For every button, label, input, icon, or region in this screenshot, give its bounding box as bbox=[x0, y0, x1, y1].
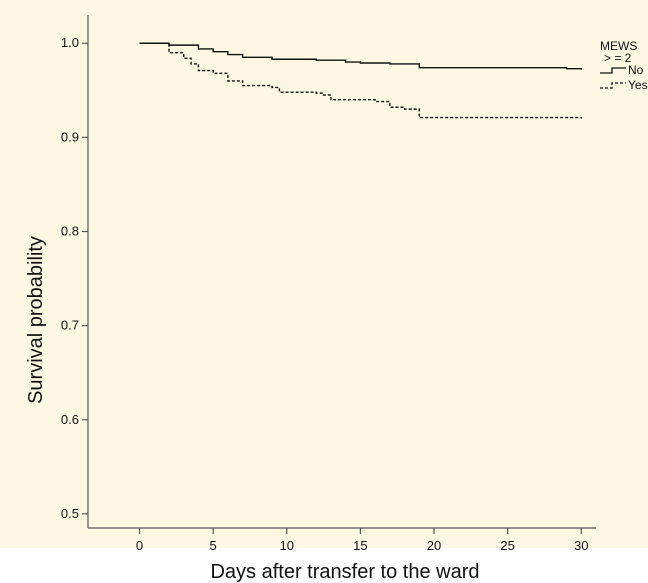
legend-label-yes: Yes bbox=[628, 78, 648, 92]
axes: 0.5 0.6 0.7 0.8 0.9 1.0 0 5 10 15 20 25 30 bbox=[61, 15, 596, 553]
series-line-no bbox=[139, 42, 582, 70]
y-axis-label: Survival probability bbox=[25, 236, 47, 404]
x-tick-label: 25 bbox=[500, 538, 514, 553]
legend-label-no: No bbox=[628, 63, 644, 77]
legend-symbol-yes bbox=[600, 82, 626, 89]
legend-title-line1: MEWS bbox=[600, 39, 637, 53]
x-axis-label: Days after transfer to the ward bbox=[210, 561, 479, 583]
y-tick-label: 0.7 bbox=[61, 318, 79, 333]
legend: MEWS > = 2 No Yes bbox=[600, 39, 648, 92]
x-tick-label: 5 bbox=[210, 538, 217, 553]
y-tick-label: 0.5 bbox=[61, 506, 79, 521]
x-tick-label: 0 bbox=[136, 538, 143, 553]
series-layer bbox=[139, 42, 582, 119]
legend-symbol-no bbox=[600, 67, 626, 74]
x-tick-label: 10 bbox=[280, 538, 294, 553]
series-line-yes bbox=[139, 42, 582, 119]
y-tick-label: 0.6 bbox=[61, 412, 79, 427]
plot-background bbox=[0, 0, 648, 548]
x-tick-label: 30 bbox=[574, 538, 588, 553]
x-tick-label: 20 bbox=[427, 538, 441, 553]
legend-title-line2: > = 2 bbox=[604, 51, 632, 65]
y-tick-label: 0.8 bbox=[61, 223, 79, 238]
y-tick-label: 1.0 bbox=[61, 35, 79, 50]
x-tick-label: 15 bbox=[353, 538, 367, 553]
y-tick-label: 0.9 bbox=[61, 129, 79, 144]
